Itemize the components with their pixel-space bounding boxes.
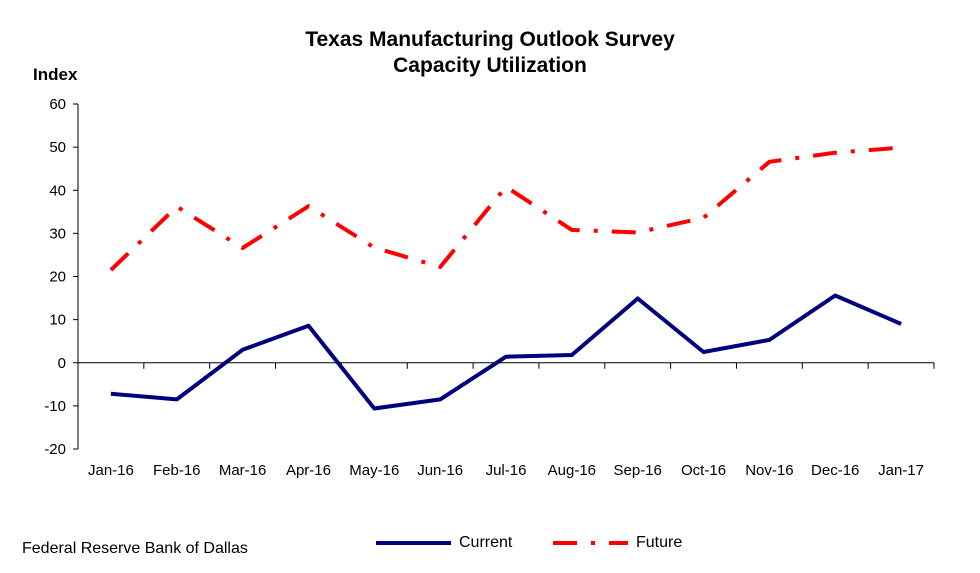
- x-tick-label: Aug-16: [548, 462, 596, 479]
- y-tick-label: 0: [58, 355, 66, 372]
- y-tick-label: 20: [49, 269, 66, 286]
- x-tick-label: Jan-17: [878, 462, 924, 479]
- legend-label-future: Future: [636, 534, 683, 551]
- x-tick-label: Sep-16: [614, 462, 662, 479]
- y-tick-label: -10: [44, 398, 66, 415]
- x-tick-label: May-16: [349, 462, 399, 479]
- x-tick-label: Jan-16: [88, 462, 134, 479]
- x-tick-label: Jun-16: [417, 462, 463, 479]
- x-tick-label: Nov-16: [745, 462, 793, 479]
- legend-swatch-current: [376, 541, 451, 545]
- legend-item-current: Current: [376, 534, 512, 552]
- legend-swatch-future: [553, 541, 628, 545]
- y-tick-label: 30: [49, 225, 66, 242]
- x-tick-label: Mar-16: [219, 462, 267, 479]
- y-tick-label: -20: [44, 441, 66, 458]
- chart-subtitle: Capacity Utilization: [393, 54, 587, 77]
- y-tick-label: 40: [49, 182, 66, 199]
- series-line-future: [109, 145, 902, 272]
- y-axis-label: Index: [33, 65, 78, 84]
- series-line-current: [110, 293, 902, 411]
- x-tick-label: Dec-16: [811, 462, 859, 479]
- y-tick-label: 10: [49, 312, 66, 329]
- legend-label-current: Current: [459, 534, 513, 551]
- x-tick-label: Apr-16: [286, 462, 331, 479]
- legend-item-future: Future: [553, 534, 682, 552]
- x-tick-label: Feb-16: [153, 462, 201, 479]
- source-note: Federal Reserve Bank of Dallas: [22, 540, 248, 557]
- y-tick-label: 60: [49, 96, 66, 113]
- y-tick-label: 50: [49, 139, 66, 156]
- x-tick-label: Oct-16: [681, 462, 726, 479]
- chart-title: Texas Manufacturing Outlook Survey: [305, 28, 675, 51]
- x-tick-label: Jul-16: [486, 462, 527, 479]
